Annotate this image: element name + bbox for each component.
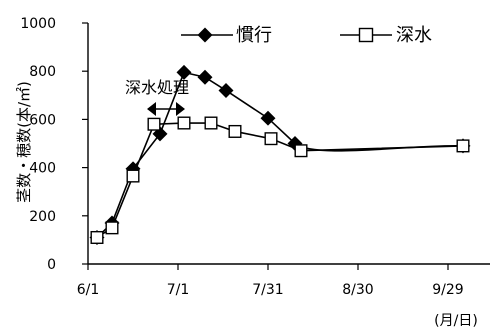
data-point <box>105 221 119 235</box>
x-tick-label: 9/29 <box>432 282 463 298</box>
treatment-period-label: 深水処理 <box>125 78 189 97</box>
y-ticks: 0 200 400 600 800 1000 <box>20 16 88 273</box>
x-axis-label: (月/日) <box>434 313 478 329</box>
series-line-conventional <box>96 71 464 239</box>
series-layer <box>89 64 471 245</box>
treatment-arrow-head-left <box>147 102 156 116</box>
data-point <box>204 116 218 130</box>
data-point <box>294 144 308 158</box>
x-tick-label: 8/30 <box>342 282 373 298</box>
x-tick-label: 7/31 <box>252 282 283 298</box>
x-ticks: 6/1 7/1 7/31 8/30 9/29 <box>77 264 464 298</box>
data-point <box>228 124 242 138</box>
x-tick-label: 6/1 <box>77 282 100 298</box>
data-point <box>218 82 234 98</box>
annotation-layer: 深水処理 <box>125 78 189 116</box>
legend-layer: 慣行 深水 <box>181 25 432 46</box>
plot-area: 0 200 400 600 800 1000 6/1 7/1 7/31 8/30 9/29 深水処… <box>15 16 490 329</box>
data-point <box>197 69 213 85</box>
y-tick-label: 600 <box>29 112 56 128</box>
x-tick-label: 7/1 <box>167 282 190 298</box>
y-tick-label: 400 <box>29 161 56 177</box>
data-point <box>264 132 278 146</box>
y-tick-label: 800 <box>29 64 56 80</box>
data-point <box>126 169 140 183</box>
treatment-arrow-head-right <box>176 102 185 116</box>
legend-marker-deepwater <box>358 27 374 43</box>
y-axis-label: 茎数・穂数(本/㎡) <box>15 81 33 203</box>
data-point <box>456 139 470 153</box>
legend-label-deepwater: 深水 <box>396 25 432 46</box>
legend-marker-conventional <box>197 27 213 43</box>
data-point <box>177 116 191 130</box>
legend-label-conventional: 慣行 <box>236 25 272 46</box>
y-tick-label: 200 <box>29 209 56 225</box>
series-line-deepwater <box>96 122 464 239</box>
y-tick-label: 1000 <box>20 16 56 32</box>
y-tick-label: 0 <box>47 257 56 273</box>
data-point <box>147 117 161 131</box>
series-deepwater <box>90 116 470 244</box>
data-point <box>176 64 192 80</box>
data-point <box>260 110 276 126</box>
data-point <box>90 230 104 244</box>
